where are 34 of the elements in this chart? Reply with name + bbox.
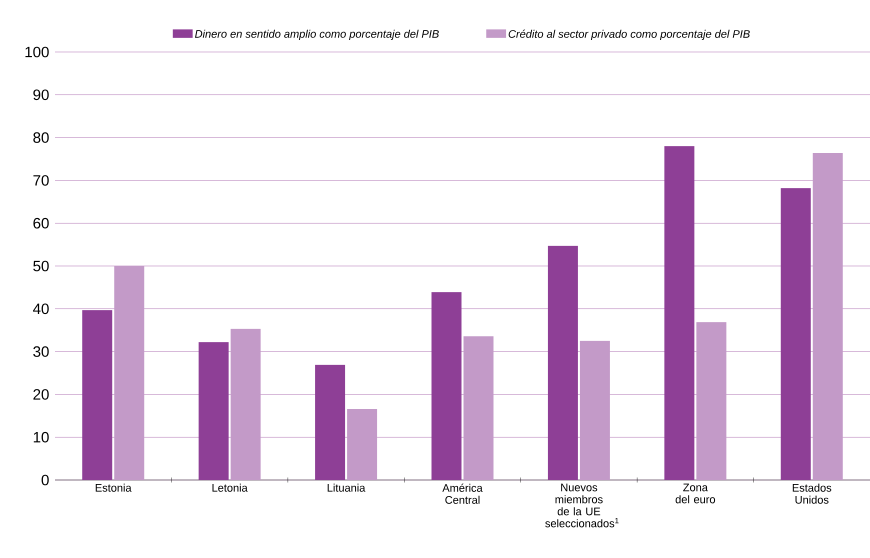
y-tick-label: 30: [33, 346, 49, 357]
y-tick-label: 60: [33, 218, 49, 228]
x-tick-label: Estados Unidos: [792, 484, 832, 504]
y-tick-label: 0: [42, 474, 49, 486]
bar: [315, 364, 346, 480]
x-tick-label: Estonia: [96, 484, 132, 492]
y-tick-label: 100: [25, 46, 49, 58]
y-tick-label: 20: [33, 389, 49, 400]
bar: [696, 322, 726, 480]
y-tick-label: 90: [33, 89, 49, 100]
bar: [464, 336, 494, 480]
y-tick-label: 40: [33, 303, 49, 314]
x-tick-label: Letonia: [212, 484, 248, 492]
bar: [780, 188, 811, 480]
x-tick-label: Zona del euro: [676, 484, 716, 504]
legend-label: Dinero en sentido amplio como porcentaje del PIB: [194, 30, 439, 40]
bar: [82, 310, 112, 480]
x-tick-label: Nuevos miembros de la UE seleccionados$^{1}$: [545, 484, 619, 528]
bar: [230, 328, 261, 480]
bar: [198, 342, 229, 480]
bar: [347, 408, 378, 480]
y-tick-label: 80: [33, 132, 49, 143]
y-tick-label: 50: [33, 260, 49, 272]
legend-label: Crédito al sector privado como porcentaje del PIB: [508, 30, 750, 40]
bar: [664, 146, 694, 480]
y-tick-label: 10: [34, 432, 49, 443]
bar: [548, 246, 578, 480]
x-tick-label: América Central: [442, 484, 483, 504]
bar: [580, 340, 610, 480]
x-tick-label: Lituania: [328, 484, 366, 492]
y-tick-label: 70: [33, 175, 49, 186]
bar: [812, 153, 843, 480]
bar: [432, 292, 462, 480]
bar: [114, 266, 144, 480]
